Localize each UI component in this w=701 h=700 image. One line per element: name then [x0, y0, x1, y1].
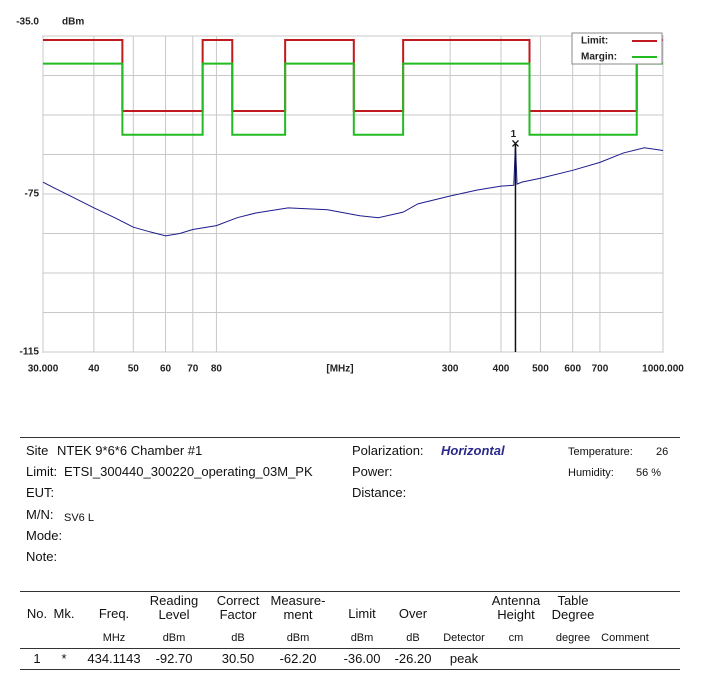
x-tick-label: 500 [532, 364, 549, 375]
rule [20, 591, 680, 592]
polarization: Horizontal [441, 443, 505, 458]
table-cell: Reading Level [149, 593, 199, 622]
marker-x [512, 139, 519, 147]
rule [20, 437, 680, 438]
table-cell: Correct Factor [216, 593, 260, 622]
table-cell: -26.20 [394, 651, 432, 666]
eut-label: EUT: [26, 485, 55, 500]
legend-box [571, 32, 663, 65]
table-cell: dBm [286, 632, 310, 644]
x-tick-label: 400 [493, 364, 510, 375]
x-tick-label: 700 [592, 364, 609, 375]
table-cell: Comment [601, 632, 649, 644]
table-cell: -92.70 [155, 651, 193, 666]
table-cell: Measure- ment [270, 593, 326, 622]
limit-label: Limit: [26, 464, 58, 479]
x-tick-label: 40 [88, 364, 100, 375]
y-tick-label: -35.0 [16, 17, 39, 28]
x-tick-label: 300 [442, 364, 459, 375]
series-line [43, 62, 663, 136]
legend-label: Limit: [581, 36, 608, 47]
y-tick-label: -75 [25, 189, 40, 200]
x-tick-label: 70 [187, 364, 199, 375]
table-cell: 1 [33, 651, 41, 666]
table-cell: 434.1143 [87, 651, 141, 666]
table-cell: dBm [162, 632, 186, 644]
limit: ETSI_300440_300220_operating_03M_PK [64, 464, 313, 479]
site-label: Site [26, 443, 49, 458]
marker-label: 1 [511, 129, 517, 140]
chart: dBm [MHz] -35.0 -75 -115 30.000 40 50 60 70 80 30… [16, 17, 684, 375]
humidity-label: Humidity: [568, 467, 614, 479]
legend-label: Margin: [581, 52, 617, 63]
series-line [43, 38, 663, 113]
series-line [42, 143, 664, 237]
table-cell: Limit [348, 606, 376, 621]
table-cell: MHz [102, 632, 126, 644]
table-cell: -62.20 [279, 651, 317, 666]
temperature: 26 [656, 446, 669, 458]
table-cell: cm [508, 632, 524, 644]
mn: SV6 L [64, 512, 94, 524]
table-cell: peak [449, 651, 479, 666]
x-tick-label: 50 [128, 364, 140, 375]
table-cell: -36.00 [343, 651, 381, 666]
humidity: 56 % [636, 467, 662, 479]
table-cell: 30.50 [221, 651, 255, 666]
x-tick-label: 600 [564, 364, 581, 375]
rule [20, 648, 680, 649]
table-cell: Antenna Height [491, 593, 541, 622]
table-cell: No. [26, 606, 48, 621]
x-tick-label: 1000.000 [642, 364, 684, 375]
note-label: Note: [26, 549, 58, 564]
y-unit: dBm [62, 17, 84, 28]
table-cell: * [61, 651, 67, 666]
y-tick-label: -115 [20, 347, 40, 358]
table-cell: dB [231, 632, 245, 644]
x-tick-label: 60 [160, 364, 172, 375]
mode-label: Mode: [26, 528, 63, 543]
table-cell: dB [406, 632, 420, 644]
x-tick-label: 30.000 [28, 364, 59, 375]
temperature-label: Temperature: [568, 446, 633, 458]
table-cell: Table Degree [551, 593, 595, 622]
table-cell: Freq. [98, 606, 130, 621]
table-cell: Detector [443, 632, 485, 644]
mn-label: M/N: [26, 507, 54, 522]
power-label: Power: [352, 464, 393, 479]
rule [20, 669, 680, 670]
site: NTEK 9*6*6 Chamber #1 [57, 443, 203, 458]
x-tick-label: 80 [211, 364, 223, 375]
table-cell: Mk. [53, 606, 75, 621]
table-cell: Over [398, 606, 428, 621]
table-cell: dBm [350, 632, 374, 644]
polarization-label: Polarization: [352, 443, 424, 458]
distance-label: Distance: [352, 485, 407, 500]
table-cell: degree [555, 632, 591, 644]
x-unit: [MHz] [326, 364, 353, 375]
